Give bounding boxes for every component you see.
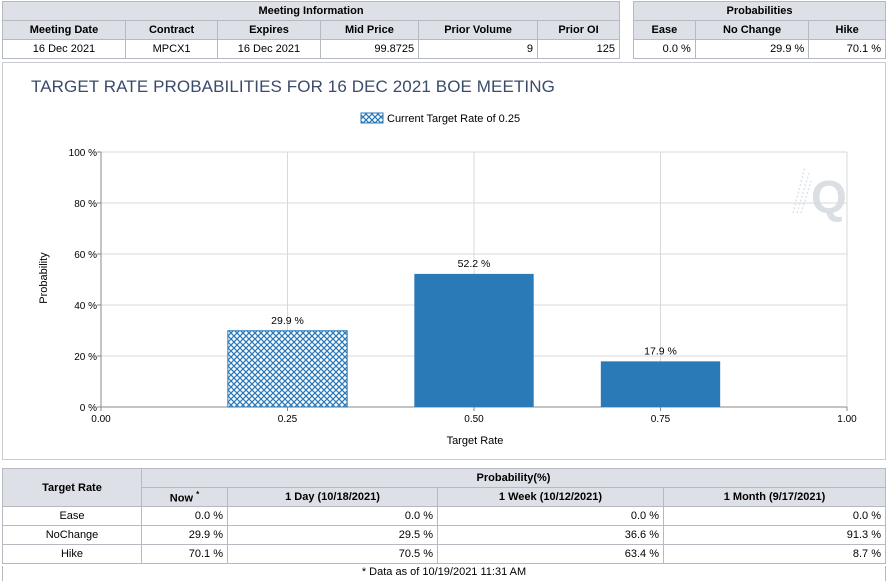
x-tick-label: 0.75 xyxy=(651,414,671,425)
chart-panel: TARGET RATE PROBABILITIES FOR 16 DEC 202… xyxy=(2,62,886,460)
x-tick-label: 0.25 xyxy=(278,414,298,425)
row-label: NoChange xyxy=(2,525,142,545)
expires-value: 16 Dec 2021 xyxy=(217,39,321,59)
meeting-info-title: Meeting Information xyxy=(2,1,620,21)
bar xyxy=(600,361,721,407)
cell-1-week: 63.4 % xyxy=(437,544,664,564)
hike-value: 70.1 % xyxy=(808,39,886,59)
table-row: Hike 70.1 % 70.5 % 63.4 % 8.7 % xyxy=(2,544,886,564)
x-tick-label: 0.00 xyxy=(91,414,111,425)
row-label: Ease xyxy=(2,506,142,526)
cell-1-month: 0.0 % xyxy=(663,506,886,526)
col-meeting-date: Meeting Date xyxy=(2,20,126,40)
y-tick-label: 20 % xyxy=(74,352,97,363)
legend-label: Current Target Rate of 0.25 xyxy=(387,113,520,125)
data-as-of-footnote: * Data as of 10/19/2021 11:31 AM xyxy=(2,566,886,581)
bar-current-rate xyxy=(227,330,348,408)
q-logo-icon: Q xyxy=(792,166,847,223)
col-prior-volume: Prior Volume xyxy=(418,20,538,40)
y-tick-label: 40 % xyxy=(74,301,97,312)
probabilities-row: 0.0 % 29.9 % 70.1 % xyxy=(633,39,886,59)
col-no-change: No Change xyxy=(694,20,810,40)
col-1-day: 1 Day (10/18/2021) xyxy=(227,487,438,507)
col-1-week: 1 Week (10/12/2021) xyxy=(437,487,664,507)
col-1-month: 1 Month (9/17/2021) xyxy=(663,487,886,507)
bar-data-label: 29.9 % xyxy=(271,315,304,327)
cell-1-day: 29.5 % xyxy=(227,525,438,545)
bar xyxy=(414,273,534,407)
x-tick-label: 0.50 xyxy=(464,414,484,425)
col-contract: Contract xyxy=(124,20,219,40)
col-ease: Ease xyxy=(633,20,696,40)
meeting-info-table: Meeting Information Meeting Date Contrac… xyxy=(2,1,621,59)
col-mid-price: Mid Price xyxy=(319,20,420,40)
svg-text:Q: Q xyxy=(811,171,847,223)
col-prior-oi: Prior OI xyxy=(536,20,621,40)
x-axis-label: Target Rate xyxy=(447,435,504,447)
cell-1-day: 0.0 % xyxy=(227,506,438,526)
col-target-rate: Target Rate xyxy=(2,468,142,507)
row-label: Hike xyxy=(2,544,142,564)
contract-value: MPCX1 xyxy=(124,39,219,59)
x-tick-label: 1.00 xyxy=(837,414,857,425)
prior-oi-value: 125 xyxy=(536,39,621,59)
bar-data-label: 52.2 % xyxy=(458,258,491,270)
mid-price-value: 99.8725 xyxy=(319,39,420,59)
target-rate-table: Target Rate Probability(%) Now * 1 Day (… xyxy=(2,468,886,564)
cell-1-month: 91.3 % xyxy=(663,525,886,545)
cell-now: 0.0 % xyxy=(141,506,228,526)
bar-chart: Q 0 % 20 % 40 % 60 % 80 % 100 % 0.00 0.25 0.50 0.… xyxy=(38,112,857,447)
y-tick-label: 0 % xyxy=(80,403,97,414)
table-row: NoChange 29.9 % 29.5 % 36.6 % 91.3 % xyxy=(2,525,886,545)
cell-1-day: 70.5 % xyxy=(227,544,438,564)
cell-1-month: 8.7 % xyxy=(663,544,886,564)
cell-1-week: 36.6 % xyxy=(437,525,664,545)
col-now: Now * xyxy=(141,487,228,507)
meeting-date-value: 16 Dec 2021 xyxy=(2,39,126,59)
y-tick-label: 100 % xyxy=(69,148,97,159)
table-row: Ease 0.0 % 0.0 % 0.0 % 0.0 % xyxy=(2,506,886,526)
cell-now: 29.9 % xyxy=(141,525,228,545)
probabilities-table: Probabilities Ease No Change Hike 0.0 % … xyxy=(633,1,886,59)
chart-title: TARGET RATE PROBABILITIES FOR 16 DEC 202… xyxy=(31,77,555,96)
no-change-value: 29.9 % xyxy=(694,39,810,59)
probability-group-header: Probability(%) xyxy=(141,468,886,488)
legend-swatch xyxy=(360,112,384,124)
bar-data-label: 17.9 % xyxy=(644,345,677,357)
meeting-info-row: 16 Dec 2021 MPCX1 16 Dec 2021 99.8725 9 … xyxy=(2,39,621,59)
ease-value: 0.0 % xyxy=(633,39,696,59)
cell-now: 70.1 % xyxy=(141,544,228,564)
y-axis-label: Probability xyxy=(38,252,50,304)
probabilities-title: Probabilities xyxy=(633,1,886,21)
col-expires: Expires xyxy=(217,20,321,40)
prior-volume-value: 9 xyxy=(418,39,538,59)
y-tick-label: 60 % xyxy=(74,250,97,261)
y-tick-label: 80 % xyxy=(74,199,97,210)
cell-1-week: 0.0 % xyxy=(437,506,664,526)
col-hike: Hike xyxy=(808,20,886,40)
